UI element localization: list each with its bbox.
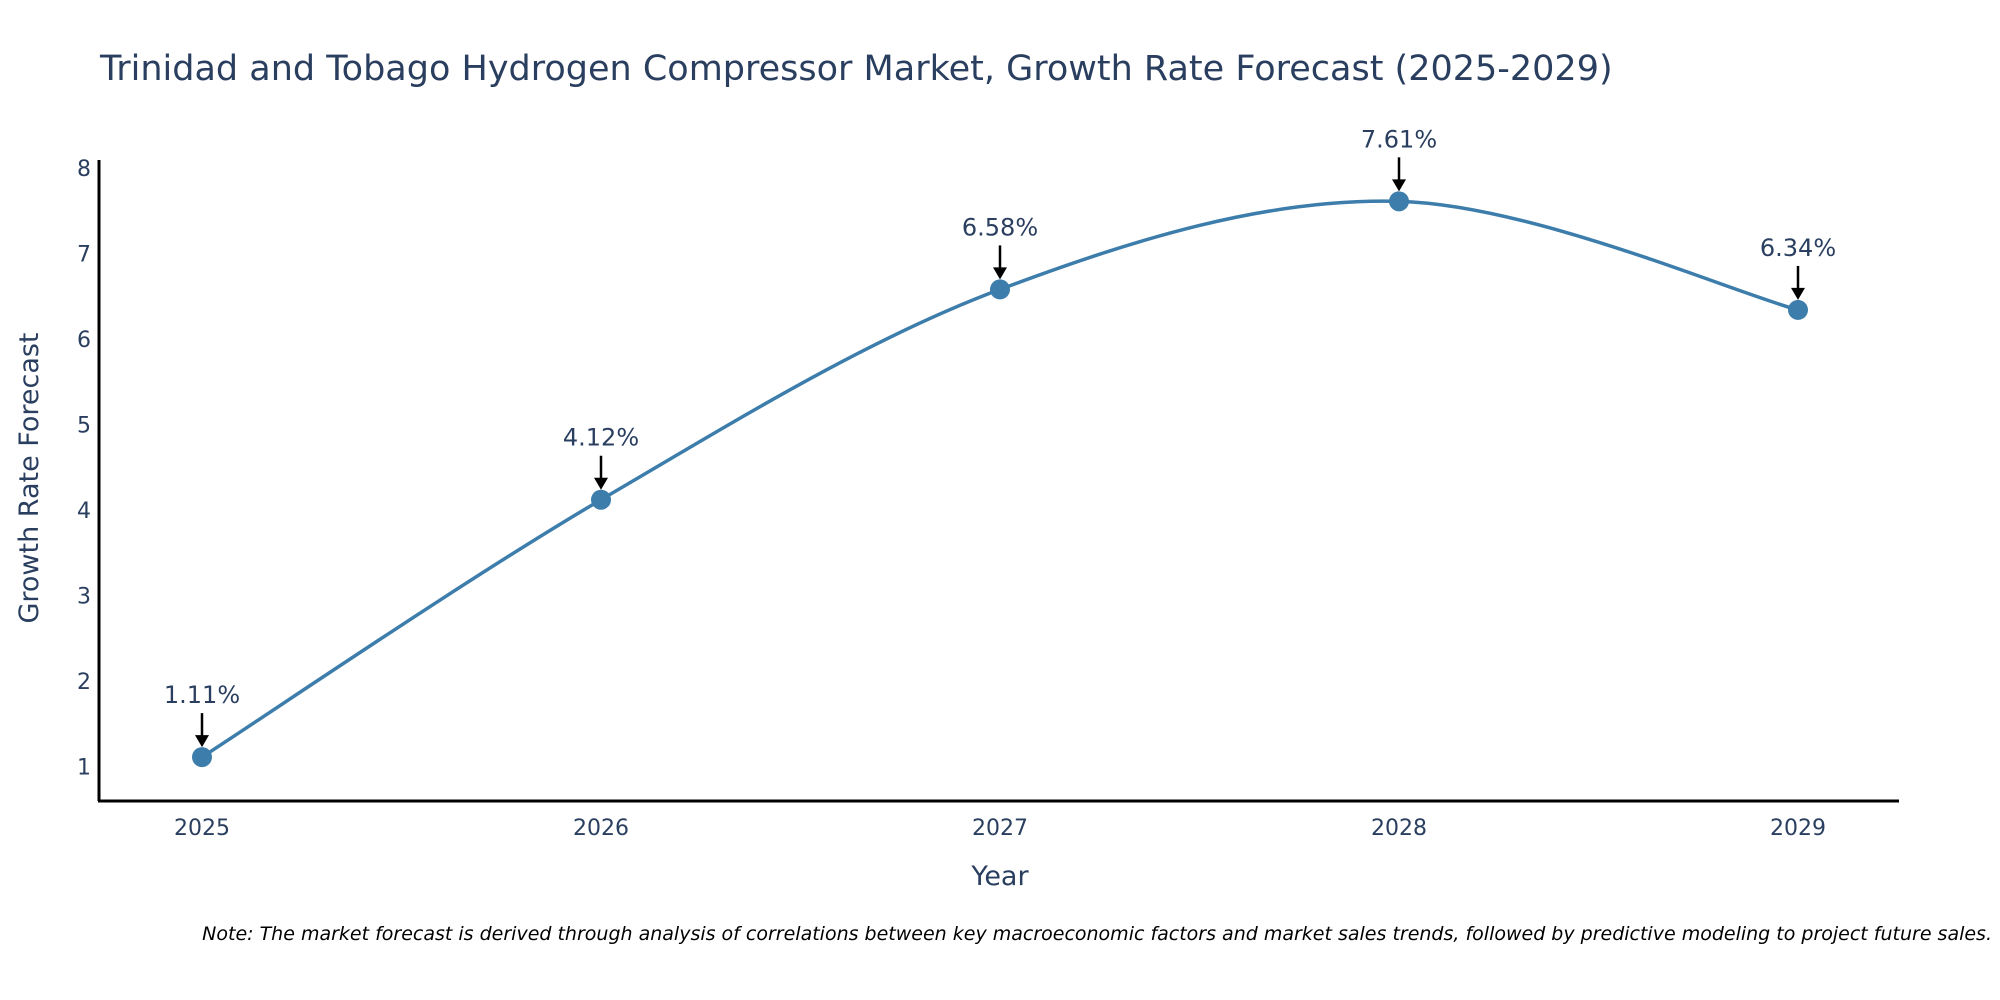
annotation-arrow-head — [594, 477, 608, 490]
data-label: 4.12% — [563, 424, 639, 452]
data-point-2026[interactable] — [591, 489, 611, 510]
annotation-2029: 6.34% — [1760, 234, 1836, 300]
annotation-2027: 6.58% — [962, 213, 1038, 280]
data-label: 7.61% — [1361, 125, 1437, 153]
footnote: Note: The market forecast is derived thr… — [202, 923, 1992, 945]
x-axis-title: Year — [970, 861, 1029, 892]
y-tick-label: 7 — [77, 243, 91, 268]
data-label: 6.34% — [1760, 234, 1836, 262]
y-tick-label: 1 — [77, 756, 91, 781]
series-markers — [192, 191, 1808, 768]
data-point-2028[interactable] — [1389, 191, 1409, 212]
data-label: 1.11% — [164, 681, 240, 709]
y-tick-label: 4 — [77, 499, 91, 524]
x-tick-label: 2028 — [1371, 816, 1427, 841]
x-tick-label: 2029 — [1770, 816, 1826, 841]
annotation-2025: 1.11% — [164, 681, 240, 748]
annotation-2026: 4.12% — [563, 424, 639, 490]
data-point-2027[interactable] — [990, 279, 1010, 300]
x-tick-label: 2025 — [174, 816, 230, 841]
annotation-arrow-head — [1392, 179, 1406, 192]
x-tick-label: 2027 — [972, 816, 1028, 841]
annotation-arrow-head — [1791, 287, 1805, 300]
x-axis-ticks: 2025 2026 2027 2028 2029 — [174, 816, 1826, 841]
annotation-arrow-head — [993, 267, 1007, 280]
chart-title: Trinidad and Tobago Hydrogen Compressor … — [99, 49, 1613, 89]
y-tick-label: 6 — [77, 328, 91, 353]
y-axis-ticks: 1 2 3 4 5 6 7 8 — [77, 157, 91, 781]
data-annotations: 1.11% 4.12% 6.58% 7.61% 6.34% — [164, 125, 1836, 748]
data-label: 6.58% — [962, 213, 1038, 241]
data-point-2029[interactable] — [1788, 299, 1808, 320]
y-tick-label: 2 — [77, 670, 91, 695]
y-tick-label: 8 — [77, 157, 91, 182]
y-tick-label: 3 — [77, 585, 91, 610]
annotation-arrow-head — [195, 735, 209, 748]
y-tick-label: 5 — [77, 414, 91, 439]
x-tick-label: 2026 — [573, 816, 629, 841]
plot-area: 1 2 3 4 5 6 7 8 2025 2026 2027 2028 2029 1.11% 4.12%… — [77, 125, 1899, 841]
y-axis-title: Growth Rate Forecast — [14, 332, 45, 623]
annotation-2028: 7.61% — [1361, 125, 1437, 192]
data-point-2025[interactable] — [192, 747, 212, 768]
